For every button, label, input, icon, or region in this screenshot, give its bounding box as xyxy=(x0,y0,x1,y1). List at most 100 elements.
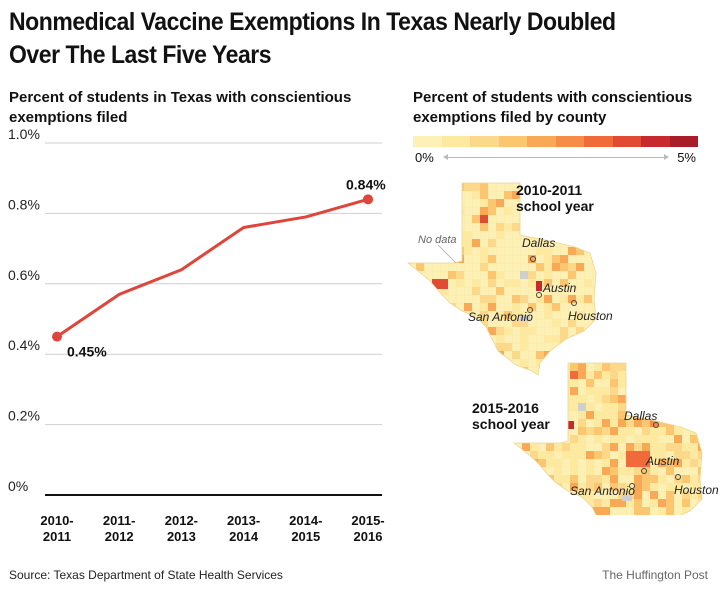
county-cell xyxy=(642,395,650,403)
county-cell xyxy=(554,435,562,443)
county-cell xyxy=(520,335,528,343)
county-cell xyxy=(576,335,584,343)
county-cell xyxy=(618,419,626,427)
county-cell xyxy=(568,351,576,359)
county-cell xyxy=(610,379,618,387)
county-cell xyxy=(578,435,586,443)
x-tick-label: 2014 xyxy=(229,529,259,544)
county-cell xyxy=(544,263,552,271)
city-marker-austin xyxy=(536,292,542,298)
county-cell xyxy=(682,499,690,507)
county-cell xyxy=(488,271,496,279)
scale-swatch xyxy=(669,136,698,147)
county-cell xyxy=(416,287,424,295)
county-cell xyxy=(570,403,578,411)
county-cell xyxy=(424,175,432,183)
county-cell xyxy=(432,183,440,191)
y-tick-label: 0% xyxy=(8,478,28,494)
county-cell xyxy=(432,223,440,231)
county-cell xyxy=(626,467,634,475)
county-cell xyxy=(544,279,552,287)
county-cell xyxy=(538,451,546,459)
county-cell xyxy=(618,499,626,507)
county-cell xyxy=(698,379,702,387)
county-cell xyxy=(562,355,570,363)
county-cell xyxy=(594,411,602,419)
county-cell xyxy=(658,411,666,419)
county-cell xyxy=(400,191,408,199)
county-cell xyxy=(440,351,448,359)
county-cell xyxy=(400,263,408,271)
county-cell xyxy=(554,403,562,411)
county-cell xyxy=(618,483,626,491)
county-cell xyxy=(594,419,602,427)
county-cell xyxy=(586,459,594,467)
county-cell xyxy=(592,247,596,255)
county-cell xyxy=(570,467,578,475)
county-cell xyxy=(506,459,514,467)
county-cell xyxy=(698,387,702,395)
county-cell xyxy=(544,303,552,311)
county-cell xyxy=(674,395,682,403)
county-cell xyxy=(546,363,554,371)
county-cell xyxy=(554,507,562,515)
county-cell xyxy=(530,459,538,467)
county-cell xyxy=(408,271,416,279)
county-cell xyxy=(506,475,514,483)
county-cell xyxy=(416,199,424,207)
county-cell xyxy=(522,371,530,379)
county-cell xyxy=(570,379,578,387)
county-cell xyxy=(602,395,610,403)
county-cell xyxy=(618,467,626,475)
county-cell xyxy=(560,343,568,351)
county-cell xyxy=(610,363,618,371)
city-label-san-antonio-2015: San Antonio xyxy=(570,484,635,498)
county-cell xyxy=(560,279,568,287)
county-cell xyxy=(520,343,528,351)
county-cell xyxy=(584,335,592,343)
county-cell xyxy=(552,255,560,263)
county-cell xyxy=(464,327,472,335)
county-cell xyxy=(594,507,602,515)
county-cell xyxy=(666,395,674,403)
county-cell xyxy=(552,263,560,271)
county-cell xyxy=(520,359,528,367)
county-cell xyxy=(538,459,546,467)
county-cell xyxy=(594,387,602,395)
county-cell xyxy=(658,507,666,515)
county-cell xyxy=(416,335,424,343)
county-cell xyxy=(586,499,594,507)
county-cell xyxy=(432,279,448,289)
county-cell xyxy=(464,335,472,343)
county-cell xyxy=(682,475,690,483)
county-cell xyxy=(618,395,626,403)
county-cell xyxy=(480,247,488,255)
county-cell xyxy=(570,483,578,491)
county-cell xyxy=(634,387,642,395)
county-cell xyxy=(562,403,570,411)
county-cell xyxy=(488,175,496,183)
no-data-leader xyxy=(437,244,457,264)
county-cell xyxy=(658,427,666,435)
county-cell xyxy=(424,191,432,199)
county-cell xyxy=(682,395,690,403)
county-cell xyxy=(698,355,706,363)
county-cell xyxy=(522,507,530,515)
county-cell xyxy=(544,311,552,319)
county-cell xyxy=(634,371,642,379)
county-cell xyxy=(480,263,488,271)
county-cell xyxy=(698,507,702,515)
county-cell xyxy=(586,403,594,411)
county-cell xyxy=(594,475,602,483)
county-cell xyxy=(584,295,592,303)
x-tick-label: 2012 xyxy=(105,529,134,544)
county-cell xyxy=(570,475,578,483)
county-cell xyxy=(626,443,634,451)
county-cell xyxy=(472,183,480,191)
y-tick-label: 0.8% xyxy=(8,196,40,212)
county-cell xyxy=(472,215,480,223)
county-cell xyxy=(626,355,634,363)
county-cell xyxy=(586,411,594,419)
county-cell xyxy=(464,239,472,247)
county-cell xyxy=(642,387,650,395)
